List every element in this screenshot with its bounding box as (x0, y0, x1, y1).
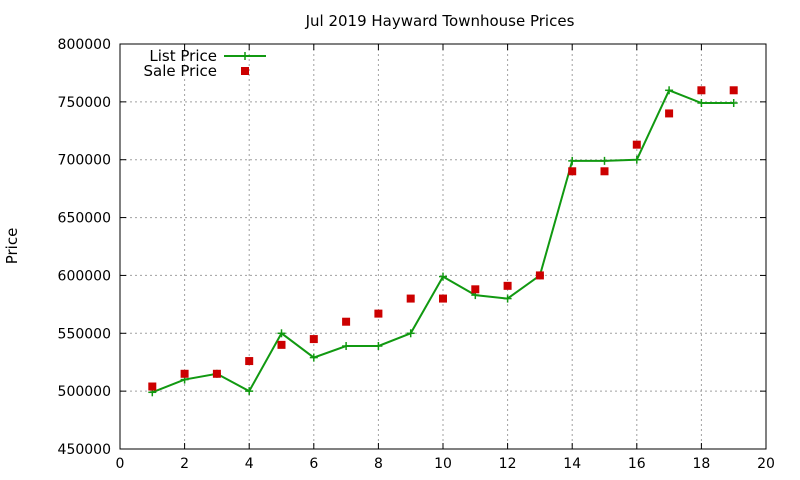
grid (120, 44, 766, 449)
sale-price-point (729, 86, 738, 95)
sale-price-point (503, 281, 512, 290)
x-tick-label: 8 (374, 456, 383, 472)
list-price-point (665, 86, 674, 95)
sale-price-point (439, 294, 447, 303)
list-price-point (342, 342, 351, 351)
legend-sample-list-price (224, 52, 266, 60)
legend-label-list-price: List Price (149, 47, 217, 65)
plot-frame (119, 43, 767, 450)
list-price-point (439, 272, 447, 281)
sale-price-point (600, 167, 609, 176)
x-tick-label: 12 (499, 456, 517, 472)
list-price-point (729, 99, 738, 108)
data-series (148, 86, 738, 397)
sale-price-point (406, 294, 415, 303)
list-price-point (697, 99, 706, 108)
x-tick-label: 20 (757, 456, 775, 472)
x-tick-label: 16 (628, 456, 646, 472)
list-price-point (600, 156, 609, 165)
x-tick-label: 2 (180, 456, 189, 472)
sale-price-point (374, 309, 383, 318)
legend-square (241, 67, 249, 75)
list-price-point (632, 155, 641, 164)
sale-price-point (632, 140, 641, 149)
series-sale-price (148, 86, 738, 391)
y-tick-label: 600000 (58, 268, 111, 284)
chart-title: Jul 2019 Hayward Townhouse Prices (305, 12, 575, 30)
sale-price-point (309, 335, 318, 344)
list-price-point (277, 329, 286, 338)
x-tick-label: 4 (245, 456, 254, 472)
sale-price-point (471, 285, 480, 294)
x-tick-label: 14 (563, 456, 581, 472)
sale-price-point (245, 357, 254, 366)
sale-price-point (212, 369, 221, 378)
list-price-point (374, 342, 383, 351)
sale-price-point (148, 382, 157, 391)
x-tick-label: 6 (309, 456, 318, 472)
sale-price-point (342, 317, 351, 326)
y-tick-label: 550000 (58, 326, 111, 342)
sale-price-point (697, 86, 706, 95)
sale-price-point (568, 167, 577, 176)
y-tick-label: 650000 (58, 211, 111, 227)
list-price-point (309, 353, 318, 362)
axis-tick-labels: 0 2 4 6 8 10 12 14 16 18 20 450000 500000 550000 60000… (58, 37, 775, 472)
list-price-point (406, 329, 415, 338)
legend: List Price Sale Price (144, 47, 266, 80)
sale-price-point (277, 340, 286, 349)
legend-label-sale-price: Sale Price (144, 62, 217, 80)
x-tick-label: 18 (692, 456, 710, 472)
x-tick-label: 0 (116, 456, 125, 472)
y-tick-label: 500000 (58, 384, 111, 400)
x-tick-label: 10 (434, 456, 452, 472)
y-tick-label: 450000 (58, 442, 111, 458)
y-tick-label: 800000 (58, 37, 111, 53)
y-tick-label: 700000 (58, 153, 111, 169)
sale-price-point (665, 109, 674, 118)
legend-sample-sale-price (241, 67, 249, 75)
list-price-point (245, 387, 254, 396)
list-price-point (568, 156, 577, 165)
legend-plus (241, 52, 249, 60)
y-axis-label: Price (3, 228, 21, 265)
y-tick-label: 750000 (58, 95, 111, 111)
sale-price-point (535, 271, 544, 280)
sale-price-point (180, 369, 189, 378)
list-price-point (503, 294, 512, 303)
